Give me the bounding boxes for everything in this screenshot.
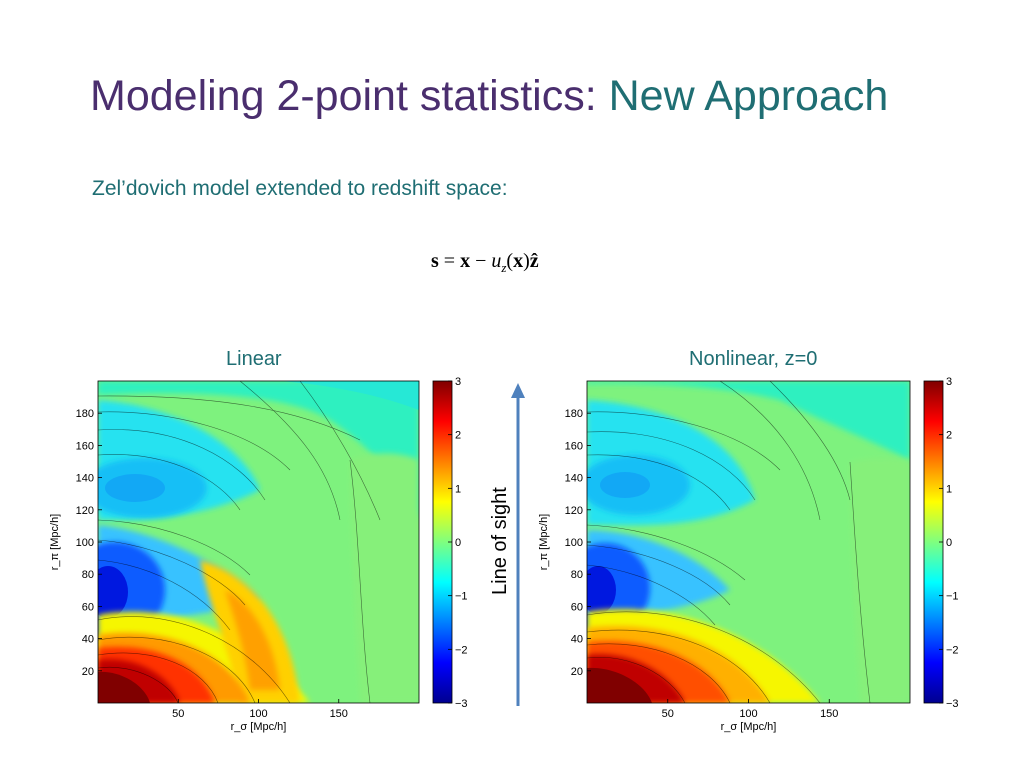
nonlinear-ytick-label: 100: [565, 537, 583, 549]
linear-colorbar-label: 2: [455, 430, 461, 442]
nonlinear-ytick-label: 120: [565, 505, 583, 517]
linear-colorbar-label: 0: [455, 537, 461, 549]
linear-xaxis-label: r_σ [Mpc/h]: [231, 721, 287, 733]
eq-x2: x: [513, 250, 524, 272]
linear-ytick-label: 180: [76, 408, 94, 420]
nonlinear-ytick-label: 60: [571, 601, 583, 613]
zeldovich-equation: s = x − uz(x)ẑ: [431, 250, 539, 276]
nonlinear-ytick-label: 80: [571, 569, 583, 581]
nonlinear-colorbar-label: 3: [946, 376, 952, 388]
linear-yaxis-label: r_π [Mpc/h]: [49, 514, 61, 571]
linear-ytick-label: 100: [76, 537, 94, 549]
nonlinear-xtick-label: 50: [662, 708, 674, 720]
linear-xtick-label: 100: [249, 708, 267, 720]
linear-ytick-label: 40: [82, 634, 94, 646]
slide-title-main: Modeling 2-point statistics:: [90, 72, 609, 120]
nonlinear-xaxis-label: r_σ [Mpc/h]: [721, 721, 777, 733]
nonlinear-yaxis-label: r_π [Mpc/h]: [538, 514, 550, 571]
line-of-sight-arrow: [511, 383, 525, 706]
linear-ytick-label: 60: [82, 601, 94, 613]
linear-colorbar-label: −1: [455, 591, 468, 603]
nonlinear-panel-title: Nonlinear, z=0: [689, 348, 818, 370]
eq-minus: −: [470, 250, 492, 272]
eq-equals: =: [438, 250, 461, 272]
eq-sub-z: z: [501, 260, 507, 275]
linear-panel-title: Linear: [226, 348, 282, 370]
nonlinear-colorbar-label: −3: [946, 698, 959, 710]
nonlinear-ytick-label: 180: [565, 408, 583, 420]
nonlinear-colorbar-label: −1: [946, 591, 959, 603]
slide-subtitle: Zel’dovich model extended to redshift sp…: [92, 177, 508, 200]
nonlinear-ytick-label: 40: [571, 634, 583, 646]
linear-ytick-label: 160: [76, 440, 94, 452]
linear-ytick-label: 120: [76, 505, 94, 517]
linear-colorbar-label: 1: [455, 483, 461, 495]
linear-colorbar-label: 3: [455, 376, 461, 388]
nonlinear-xtick-label: 100: [739, 708, 757, 720]
eq-paren-close: ): [523, 250, 530, 272]
nonlinear-ytick-label: 160: [565, 440, 583, 452]
nonlinear-colorbar-label: 0: [946, 537, 952, 549]
linear-xtick-label: 50: [172, 708, 184, 720]
nonlinear-colorbar-label: 2: [946, 430, 952, 442]
nonlinear-contour-plot: [586, 380, 911, 704]
linear-ytick-label: 140: [76, 473, 94, 485]
eq-u: u: [491, 250, 502, 272]
eq-x1: x: [460, 250, 471, 272]
eq-s: s: [431, 250, 439, 272]
linear-ytick-label: 80: [82, 569, 94, 581]
nonlinear-ytick-label: 20: [571, 666, 583, 678]
linear-colorbar-label: −2: [455, 644, 468, 656]
eq-paren-open: (: [506, 250, 514, 272]
line-of-sight-label: Line of sight: [489, 487, 511, 595]
linear-xtick-label: 150: [330, 708, 348, 720]
nonlinear-ytick-label: 140: [565, 473, 583, 485]
slide-title: Modeling 2-point statistics: New Approac…: [90, 72, 888, 121]
linear-ytick-label: 20: [82, 666, 94, 678]
nonlinear-colorbar-label: −2: [946, 644, 959, 656]
nonlinear-xtick-label: 150: [820, 708, 838, 720]
linear-colorbar-label: −3: [455, 698, 468, 710]
nonlinear-colorbar-label: 1: [946, 483, 952, 495]
slide-title-accent: New Approach: [608, 72, 889, 120]
eq-zhat: ẑ: [529, 250, 539, 272]
linear-contour-plot: [97, 380, 420, 704]
